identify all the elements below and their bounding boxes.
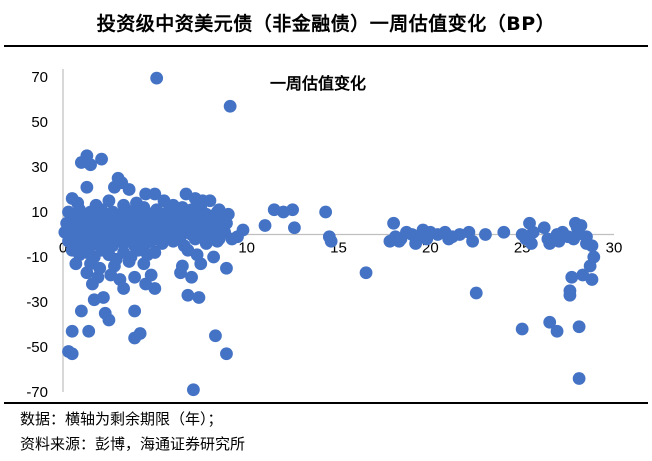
y-tick-label: 10 (31, 204, 48, 221)
data-point (469, 286, 483, 300)
x-tick-label: 10 (238, 240, 255, 257)
data-point (148, 246, 162, 259)
data-point (122, 255, 136, 268)
data-point (392, 234, 406, 248)
data-point (174, 266, 187, 280)
data-point (585, 273, 599, 286)
data-point (387, 216, 400, 230)
data-point (409, 237, 423, 250)
data-point (556, 225, 569, 239)
data-point (84, 158, 97, 172)
y-tick-label: 70 (31, 69, 48, 86)
data-point (203, 194, 217, 208)
data-point (319, 205, 333, 219)
data-point (585, 239, 599, 253)
data-point (185, 270, 198, 284)
footer-note: 数据：横轴为剩余期限（年）； (20, 410, 223, 428)
data-point (187, 383, 200, 397)
data-point (102, 194, 116, 208)
bottom-rule (4, 402, 648, 404)
data-point (572, 372, 586, 385)
data-point (466, 234, 479, 248)
data-point (524, 237, 538, 250)
data-point (324, 234, 338, 248)
y-tick-label: -50 (26, 339, 48, 356)
data-point (359, 266, 373, 280)
y-tick-label: -70 (26, 384, 48, 401)
data-point (236, 223, 250, 237)
data-point (563, 288, 577, 302)
x-tick-label: 0 (59, 240, 67, 257)
top-rule (4, 45, 648, 47)
x-tick-label: 30 (606, 240, 623, 257)
data-point (122, 183, 136, 196)
data-point (479, 228, 492, 241)
data-point (442, 232, 456, 246)
data-point (181, 288, 195, 302)
data-point (150, 71, 164, 85)
data-point (117, 282, 131, 295)
page-title: 投资级中资美元债（非金融债）一周估值变化（BP） (96, 12, 556, 35)
data-point (166, 234, 180, 248)
data-point (65, 324, 79, 338)
data-point (572, 320, 586, 334)
data-point (148, 187, 162, 201)
y-tick-label: 30 (31, 159, 48, 176)
data-point (420, 232, 434, 246)
chart-title: 一周估值变化 (270, 74, 366, 93)
data-point (128, 304, 142, 318)
data-point (565, 270, 579, 284)
data-point (225, 232, 239, 246)
data-point (85, 277, 99, 291)
data-points (58, 71, 601, 397)
data-point (258, 219, 272, 232)
data-point (155, 237, 169, 250)
data-point (207, 250, 221, 264)
data-point (583, 259, 597, 273)
data-point (199, 237, 213, 250)
data-point (102, 313, 116, 327)
y-tick-label: 50 (31, 114, 48, 131)
data-point (194, 257, 208, 271)
data-point (139, 187, 153, 201)
data-point (515, 322, 529, 336)
data-point (550, 324, 564, 338)
data-point (128, 331, 142, 345)
data-point (220, 347, 233, 361)
data-point (543, 315, 557, 329)
data-point (137, 257, 151, 271)
data-point (497, 225, 511, 239)
data-point (210, 234, 224, 248)
data-point (288, 221, 301, 235)
data-point (537, 221, 551, 235)
data-point (74, 304, 88, 318)
data-point (567, 232, 580, 246)
data-point (80, 180, 94, 194)
data-point (97, 291, 110, 304)
y-tick-labels: 70 50 30 10 -10 -30 -50 -70 (26, 69, 48, 401)
footer-source: 资料来源：彭博，海通证券研究所 (20, 435, 246, 453)
data-point (223, 99, 237, 113)
y-tick-label: -30 (26, 294, 48, 311)
y-tick-label: -10 (26, 249, 48, 266)
data-point (128, 270, 142, 284)
data-point (286, 203, 299, 217)
data-point (108, 180, 121, 194)
data-point (188, 232, 202, 246)
data-point (65, 347, 79, 361)
data-point (192, 291, 206, 304)
data-point (95, 152, 108, 166)
data-point (80, 266, 94, 280)
data-point (209, 329, 222, 343)
data-point (82, 324, 96, 338)
data-point (220, 261, 233, 275)
data-point (69, 257, 83, 271)
title-bar: 投资级中资美元债（非金融债）一周估值变化（BP） (0, 0, 652, 44)
data-point (523, 216, 536, 230)
data-point (148, 282, 162, 295)
